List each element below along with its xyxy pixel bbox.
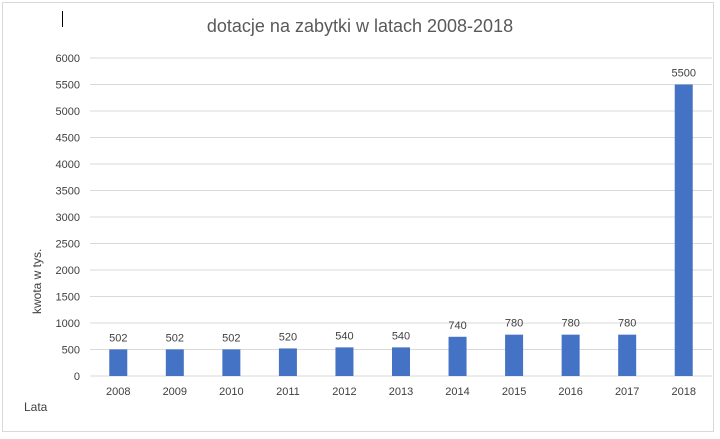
x-tick-label: 2011 — [276, 386, 300, 398]
x-tick-label: 2012 — [332, 386, 356, 398]
bar — [278, 348, 297, 376]
data-label: 5500 — [671, 68, 695, 80]
bar — [674, 84, 693, 376]
data-label: 502 — [222, 332, 240, 344]
data-label: 780 — [561, 318, 579, 330]
x-tick-label: 2016 — [558, 386, 582, 398]
y-tick-label: 500 — [62, 345, 80, 357]
data-label: 540 — [335, 330, 353, 342]
bar — [505, 334, 524, 376]
y-tick-label: 3500 — [56, 186, 80, 198]
chart-title: dotacje na zabytki w latach 2008-2018 — [206, 16, 514, 36]
data-label: 520 — [279, 331, 297, 343]
bar — [335, 347, 354, 376]
y-tick-label: 6000 — [56, 53, 80, 65]
data-label: 780 — [505, 318, 523, 330]
x-tick-label: 2017 — [615, 386, 639, 398]
bar — [448, 336, 467, 376]
y-tick-label: 1000 — [56, 318, 80, 330]
y-tick-label: 5000 — [56, 106, 80, 118]
bar — [618, 334, 637, 376]
y-tick-label: 2000 — [56, 265, 80, 277]
x-tick-label: 2015 — [502, 386, 526, 398]
text-cursor — [62, 11, 63, 27]
bar — [392, 347, 410, 376]
x-tick-label: 2014 — [445, 386, 469, 398]
x-tick-label: 2008 — [106, 386, 130, 398]
x-tick-label: 2013 — [389, 386, 413, 398]
x-tick-label: 2010 — [219, 386, 243, 398]
y-tick-label: 5500 — [56, 80, 80, 92]
bar — [222, 349, 241, 376]
y-tick-label: 1500 — [56, 292, 80, 304]
data-label: 540 — [392, 330, 410, 342]
y-tick-label: 0 — [74, 371, 80, 383]
bar — [165, 349, 184, 376]
bar — [109, 349, 128, 376]
x-tick-label: 2009 — [163, 386, 187, 398]
data-label: 502 — [166, 332, 184, 344]
data-label: 502 — [109, 332, 127, 344]
x-axis-title: Lata — [24, 400, 48, 414]
y-tick-label: 4500 — [56, 133, 80, 145]
x-tick-label: 2018 — [671, 386, 695, 398]
y-tick-label: 4000 — [56, 159, 80, 171]
data-label: 740 — [448, 320, 466, 332]
data-label: 780 — [618, 318, 636, 330]
bar — [561, 334, 580, 376]
y-tick-label: 2500 — [56, 239, 80, 251]
y-tick-label: 3000 — [56, 212, 80, 224]
